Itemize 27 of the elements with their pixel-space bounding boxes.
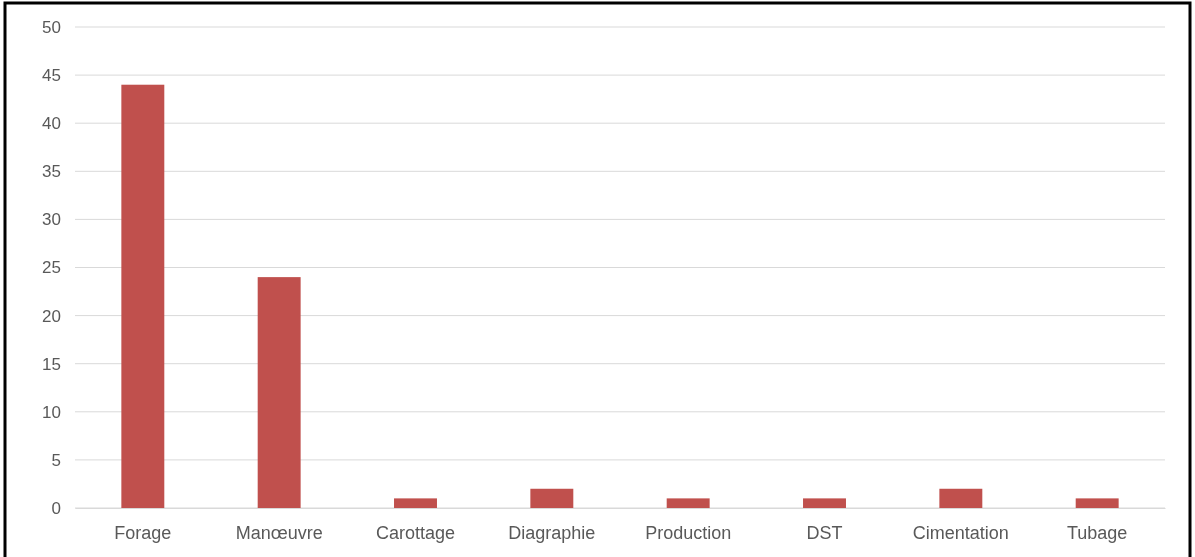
y-tick-label: 20 — [42, 306, 61, 326]
y-tick-label: 25 — [42, 258, 61, 278]
y-tick-label: 50 — [42, 17, 61, 37]
bar — [394, 498, 437, 508]
bar — [530, 488, 574, 508]
y-tick-label: 5 — [51, 450, 61, 470]
x-tick-label: Tubage — [1066, 522, 1128, 543]
bar — [121, 84, 165, 508]
y-tick-label: 30 — [42, 210, 61, 230]
y-tick-label: 35 — [42, 162, 61, 182]
bar — [1075, 498, 1119, 508]
bar — [666, 498, 710, 508]
x-tick-label: Manœuvre — [235, 522, 323, 543]
x-tick-label: Diagraphie — [508, 522, 596, 543]
y-tick-label: 45 — [42, 66, 61, 86]
bar — [803, 498, 846, 508]
bar — [257, 277, 301, 508]
x-tick-label: DST — [806, 522, 843, 543]
y-tick-label: 10 — [42, 402, 61, 422]
x-tick-label: Cimentation — [912, 522, 1009, 543]
y-tick-label: 0 — [51, 498, 61, 518]
x-tick-label: Forage — [114, 522, 172, 543]
x-tick-label: Carottage — [375, 522, 456, 543]
x-tick-label: Production — [645, 522, 732, 543]
y-tick-label: 15 — [42, 354, 61, 374]
bar — [939, 488, 983, 508]
y-tick-label: 40 — [42, 114, 61, 134]
